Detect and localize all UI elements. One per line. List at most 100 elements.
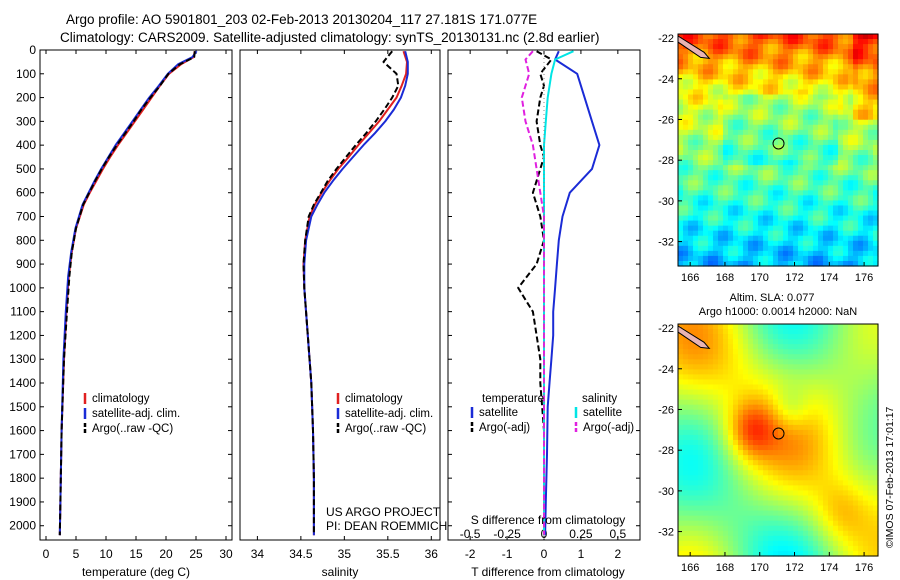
map-cell [808,485,814,492]
map-cell [763,455,769,461]
map-cell [793,434,799,441]
map-cell [738,114,744,121]
map-cell [853,485,859,492]
map-cell [853,49,859,55]
map-cell [748,99,754,106]
map-cell [843,344,849,350]
map-cell [818,485,824,492]
map-cell [863,39,869,45]
map-cell [678,530,684,537]
map-cell [793,354,799,360]
map-cell [703,170,709,176]
map-cell [718,404,724,411]
map-cell [683,250,689,257]
map-cell [768,215,774,222]
map-cell [793,240,799,247]
map-cell [768,89,774,96]
map-cell [838,495,844,502]
map-cell [728,109,734,116]
map-cell [728,240,734,247]
map-cell [788,419,794,426]
map-cell [693,94,699,101]
map-cell [778,64,784,70]
map-cell [738,500,744,507]
map-cell [688,139,694,146]
map-cell [773,545,779,552]
map-cell [833,119,839,126]
map-cell [833,485,839,492]
map-cell [733,450,739,456]
map-cell [723,419,729,426]
map-cell [698,139,704,146]
map-cell [828,485,834,492]
map-cell [823,170,829,176]
map-cell [768,510,774,517]
map-cell [828,545,834,552]
map-cell [698,225,704,232]
map-cell [718,180,724,186]
map-cell [773,535,779,542]
map-cell [698,255,704,262]
map-cell [713,515,719,522]
map-cell [818,225,824,232]
map-cell [858,79,864,86]
map-cell [758,144,764,151]
map-cell [698,185,704,191]
map-cell [808,349,814,355]
map-cell [718,39,724,45]
map-cell [853,215,859,222]
map-cell [848,139,854,146]
map-cell [848,210,854,217]
map-cell [698,409,704,416]
map-cell [868,129,874,136]
map-cell [743,535,749,542]
map-cell [813,535,819,542]
map-cell [693,525,699,532]
map-cell [798,349,804,355]
map-cell [803,129,809,136]
map-cell [698,230,704,237]
map-cell [828,114,834,121]
map-cell [833,505,839,512]
map-cell [843,460,849,466]
map-cell [713,34,719,40]
map-cell [868,490,874,497]
map-cell [743,354,749,360]
map-cell [798,240,804,247]
map-cell [813,344,819,350]
map-cell [783,414,789,421]
map-cell [768,394,774,401]
map-cell [853,535,859,542]
map-cell [763,165,769,171]
map-cell [818,89,824,96]
map-cell [773,205,779,212]
map-cell [733,344,739,350]
map-cell [838,129,844,136]
map-cell [813,59,819,65]
map-cell [743,250,749,257]
map-cell [813,505,819,512]
map-cell [818,195,824,202]
map-cell [768,379,774,386]
map-cell [788,134,794,141]
map-cell [823,109,829,116]
map-cell [853,480,859,486]
map-cell [693,470,699,476]
map-cell [678,490,684,497]
map-cell [868,155,874,161]
map-cell [808,59,814,65]
map-cell [813,475,819,481]
map-cell [723,384,729,391]
map-cell [718,525,724,532]
map-cell [858,500,864,507]
map-cell [763,155,769,161]
map-cell [838,160,844,166]
map-cell [853,419,859,426]
map-cell [798,414,804,421]
map-cell [753,465,759,471]
map-cell [823,334,829,340]
map-cell [688,109,694,116]
map-cell [788,460,794,466]
map-cell [833,434,839,441]
map-cell [803,235,809,242]
